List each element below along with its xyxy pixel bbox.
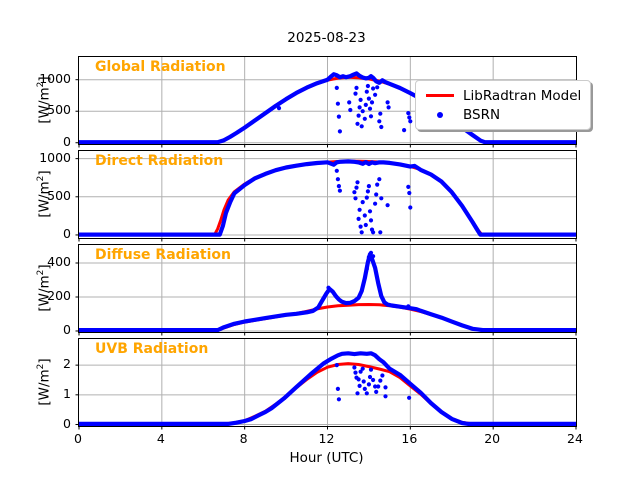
x-tick-label: 24 xyxy=(567,431,583,446)
plot-area-uvb xyxy=(75,339,577,430)
x-tick-label: 8 xyxy=(239,431,248,446)
bsrn-dot-sample xyxy=(437,111,443,118)
panel-title-uvb: UVB Radiation xyxy=(95,341,209,357)
panel-title-direct: Direct Radiation xyxy=(95,153,224,169)
legend-item-model: LibRadtran Model xyxy=(425,86,581,105)
y-tick-label: 1 xyxy=(63,385,71,401)
y-tick-label: 200 xyxy=(47,287,71,303)
legend-label-bsrn: BSRN xyxy=(463,106,501,123)
y-tick-label: 1000 xyxy=(39,70,71,86)
legend: LibRadtran Model BSRN xyxy=(415,80,592,130)
model-line-sample xyxy=(426,94,454,97)
legend-label-model: LibRadtran Model xyxy=(463,87,582,104)
legend-item-bsrn: BSRN xyxy=(425,105,581,124)
plot-area-direct xyxy=(75,151,577,242)
x-tick-label: 4 xyxy=(156,431,165,446)
y-tick-label: 1000 xyxy=(39,149,71,165)
panel-direct-radiation: Direct Radiation xyxy=(75,150,577,242)
x-tick-label: 0 xyxy=(74,431,82,446)
figure-title: 2025-08-23 xyxy=(287,30,366,46)
panel-title-global: Global Radiation xyxy=(95,59,226,75)
x-axis-label: Hour (UTC) xyxy=(289,450,364,466)
panel-uvb-radiation: UVB Radiation xyxy=(75,338,577,430)
panel-diffuse-radiation: Diffuse Radiation xyxy=(75,244,577,336)
y-tick-label: 400 xyxy=(47,254,71,269)
y-tick-label: 2 xyxy=(63,356,71,372)
x-tick-label: 12 xyxy=(318,431,335,446)
y-tick-label: 0 xyxy=(63,321,71,337)
y-tick-label: 500 xyxy=(47,187,71,203)
plot-area-diffuse xyxy=(75,245,577,336)
x-tick-label: 20 xyxy=(484,431,501,446)
y-tick-label: 0 xyxy=(63,225,71,241)
y-tick-label: 0 xyxy=(63,415,71,431)
x-tick-label: 16 xyxy=(401,431,418,446)
y-tick-label: 0 xyxy=(63,133,71,149)
panel-title-diffuse: Diffuse Radiation xyxy=(95,247,232,263)
y-tick-label: 500 xyxy=(47,102,71,118)
